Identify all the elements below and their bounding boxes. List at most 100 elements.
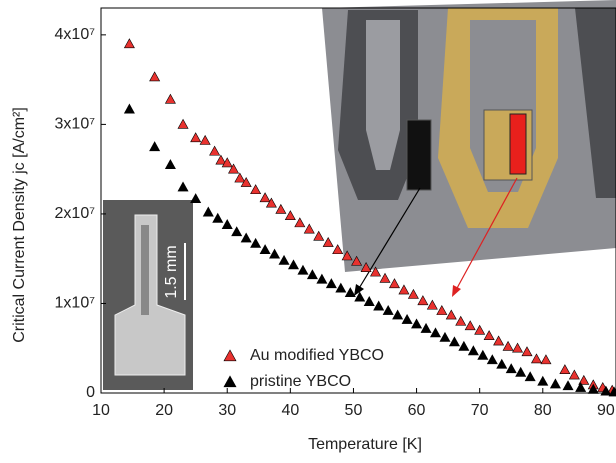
point <box>191 194 201 203</box>
point <box>150 72 160 81</box>
point <box>550 379 560 388</box>
x-tick-label: 60 <box>408 402 426 419</box>
point <box>484 331 494 340</box>
point <box>475 325 485 334</box>
point <box>317 274 327 283</box>
point <box>456 316 466 325</box>
point <box>203 207 213 216</box>
point <box>178 119 188 128</box>
point <box>497 359 507 368</box>
point <box>408 290 418 299</box>
point <box>304 224 314 233</box>
point <box>124 104 134 113</box>
point <box>380 273 390 282</box>
point <box>251 238 261 247</box>
point <box>383 306 393 315</box>
point <box>178 182 188 191</box>
y-tick-label: 3x10⁷ <box>55 116 96 133</box>
legend-label: pristine YBCO <box>250 373 351 390</box>
point <box>459 341 469 350</box>
point <box>525 372 535 381</box>
legend-label: Au modified YBCO <box>250 347 384 364</box>
point <box>418 296 428 305</box>
point <box>232 227 242 236</box>
point <box>513 343 523 352</box>
point <box>440 332 450 341</box>
point <box>222 220 232 229</box>
y-tick-label: 1x10⁷ <box>55 295 96 312</box>
x-tick-label: 10 <box>92 402 110 419</box>
point <box>516 367 526 376</box>
point <box>437 306 447 315</box>
x-tick-label: 40 <box>281 402 299 419</box>
point <box>165 160 175 169</box>
point <box>336 283 346 292</box>
point <box>235 173 245 182</box>
point <box>541 355 551 364</box>
point <box>150 142 160 151</box>
x-tick-label: 90 <box>597 402 615 419</box>
point <box>260 193 270 202</box>
point <box>279 255 289 264</box>
point <box>276 204 286 213</box>
point <box>251 185 261 194</box>
y-tick-label: 0 <box>86 384 95 401</box>
device-strip-red <box>510 114 526 174</box>
point <box>449 337 459 346</box>
legend-marker <box>224 350 236 361</box>
point <box>374 301 384 310</box>
point <box>200 136 210 145</box>
point <box>560 365 570 374</box>
point <box>393 310 403 319</box>
chart: 1.5 mm Temperature [K] Critical Current … <box>0 0 616 463</box>
point <box>531 354 541 363</box>
point <box>487 355 497 364</box>
point <box>478 350 488 359</box>
point <box>494 336 504 345</box>
point <box>538 376 548 385</box>
y-axis-label: Critical Current Density jc [A/cm²] <box>11 107 28 343</box>
point <box>298 265 308 274</box>
point <box>389 279 399 288</box>
point <box>569 370 579 379</box>
x-tick-label: 70 <box>471 402 489 419</box>
point <box>412 319 422 328</box>
point <box>465 321 475 330</box>
arrowhead <box>452 285 461 297</box>
point <box>522 347 532 356</box>
point <box>285 211 295 220</box>
x-tick-label: 30 <box>218 402 236 419</box>
point <box>364 297 374 306</box>
point <box>210 146 220 155</box>
legend-marker <box>224 376 236 387</box>
scale-label: 1.5 mm <box>163 245 180 298</box>
point <box>307 270 317 279</box>
point <box>191 133 201 142</box>
point <box>323 238 333 247</box>
point <box>314 231 324 240</box>
point <box>295 218 305 227</box>
point <box>503 341 513 350</box>
point <box>563 381 573 390</box>
x-tick-label: 20 <box>155 402 173 419</box>
y-tick-label: 2x10⁷ <box>55 205 96 222</box>
point <box>399 285 409 294</box>
photo-line <box>141 225 149 315</box>
x-axis-label: Temperature [K] <box>308 436 422 453</box>
point <box>288 260 298 269</box>
point <box>430 328 440 337</box>
y-tick-label: 4x10⁷ <box>55 26 96 43</box>
point <box>260 245 270 254</box>
point <box>124 39 134 48</box>
insets: 1.5 mm <box>103 0 616 390</box>
point <box>333 245 343 254</box>
point <box>213 213 223 222</box>
point <box>326 279 336 288</box>
x-tick-label: 80 <box>534 402 552 419</box>
point <box>506 364 516 373</box>
point <box>402 315 412 324</box>
point <box>165 94 175 103</box>
point <box>468 346 478 355</box>
x-tick-label: 50 <box>345 402 363 419</box>
point <box>446 310 456 319</box>
